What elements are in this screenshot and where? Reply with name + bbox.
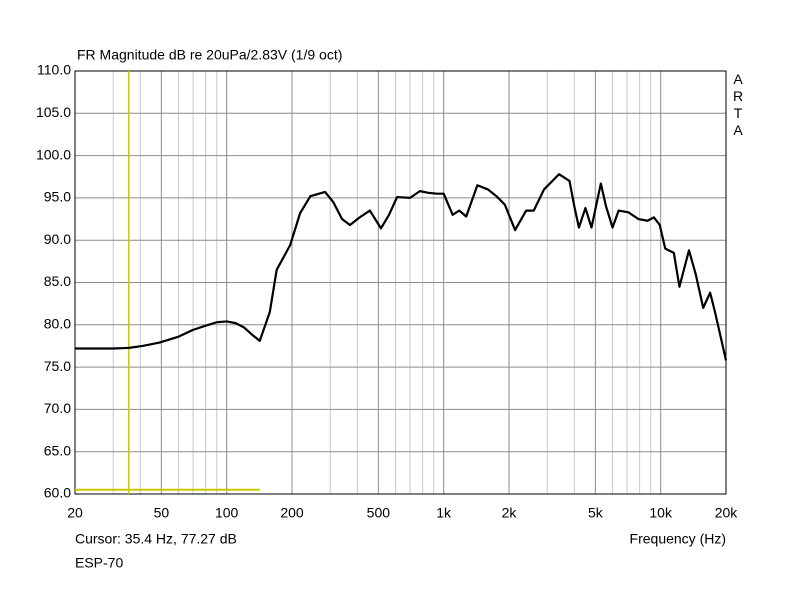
x-axis-label: Frequency (Hz) — [630, 531, 726, 547]
x-tick-label: 5k — [588, 505, 604, 521]
y-tick-label: 85.0 — [44, 273, 71, 289]
y-tick-label: 80.0 — [44, 316, 71, 332]
y-tick-label: 105.0 — [36, 104, 71, 120]
y-tick-label: 75.0 — [44, 358, 71, 374]
response-curve — [75, 173, 728, 361]
x-tick-label: 500 — [367, 505, 391, 521]
y-tick-label: 70.0 — [44, 400, 71, 416]
x-tick-label: 20k — [715, 505, 739, 521]
device-name: ESP-70 — [75, 555, 123, 571]
x-tick-label: 50 — [154, 505, 170, 521]
y-tick-label: 60.0 — [44, 485, 71, 501]
chart-title: FR Magnitude dB re 20uPa/2.83V (1/9 oct) — [77, 47, 342, 63]
plot-frame — [74, 70, 727, 495]
y-tick-label: 100.0 — [36, 146, 71, 162]
x-tick-label: 100 — [215, 505, 239, 521]
y-tick-label: 65.0 — [44, 442, 71, 458]
x-tick-label: 10k — [649, 505, 673, 521]
y-tick-label: 110.0 — [37, 62, 71, 78]
x-tick-label: 2k — [502, 505, 518, 521]
x-tick-label: 20 — [67, 505, 83, 521]
cursor-readout: Cursor: 35.4 Hz, 77.27 dB — [75, 531, 237, 547]
y-tick-label: 90.0 — [44, 231, 71, 247]
x-tick-label: 1k — [436, 505, 452, 521]
y-tick-label: 95.0 — [44, 189, 71, 205]
x-tick-label: 200 — [280, 505, 304, 521]
